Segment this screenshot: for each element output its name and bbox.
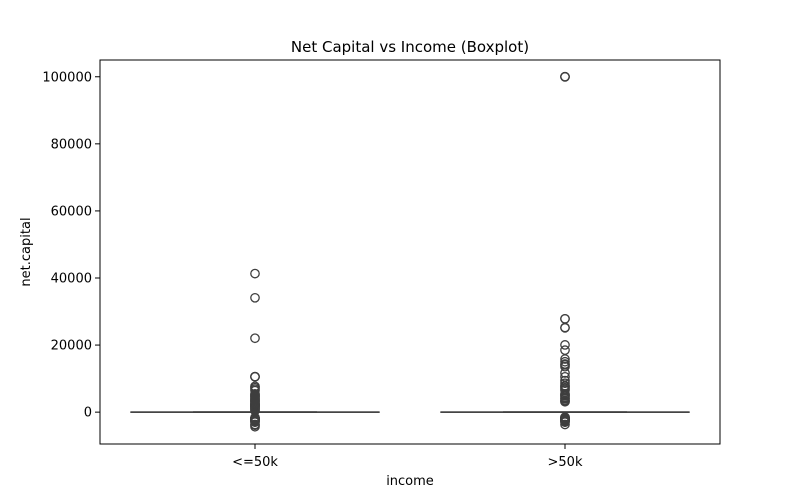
outlier-point [250,333,260,344]
outlier-point [250,421,260,432]
outlier-point [560,396,570,407]
y-axis: 0 20000 40000 60000 80000 100000 [42,70,100,421]
outlier-point [250,268,260,279]
outlier-point [560,354,570,364]
y-tick-label: 40000 [51,271,92,286]
x-axis-label: income [386,474,434,489]
y-tick-label: 100000 [42,70,92,85]
outlier-point [560,340,570,350]
outlier-point [560,361,570,372]
y-tick-label: 0 [84,406,92,421]
outlier-point [560,71,570,82]
outlier-point [560,419,570,430]
outlier-point [560,345,570,356]
box-group [130,268,380,432]
outlier-point [560,368,570,378]
chart-title: Net Capital vs Income (Boxplot) [291,38,529,56]
outlier-point [250,292,260,303]
y-tick-label: 60000 [51,204,92,219]
plot-area [130,71,690,432]
y-axis-label: net.capital [19,217,34,286]
y-tick-label: 20000 [51,339,92,354]
box-group [440,71,690,430]
outlier-point [560,323,570,333]
x-tick-label: >50k [548,455,583,470]
x-axis: <=50k >50k [232,444,583,470]
plot-frame [99,59,721,445]
y-tick-label: 80000 [51,137,92,152]
outlier-point [560,313,570,324]
outlier-point [250,371,260,382]
x-tick-label: <=50k [232,455,278,470]
